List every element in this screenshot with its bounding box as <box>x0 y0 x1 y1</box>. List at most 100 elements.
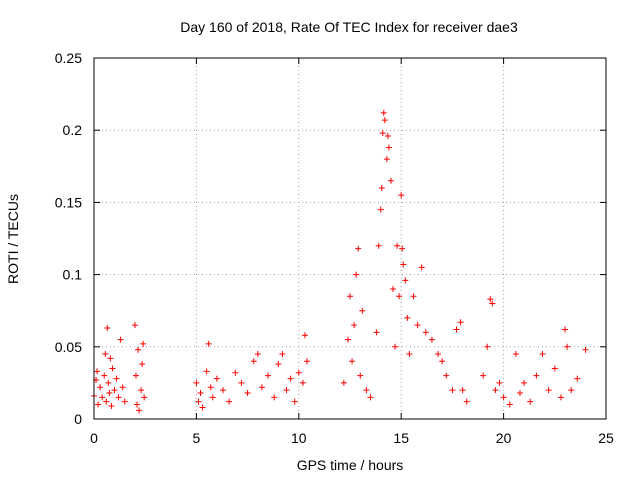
data-point <box>213 375 220 382</box>
data-points <box>91 109 589 414</box>
data-point <box>254 351 261 358</box>
data-point <box>340 379 347 386</box>
data-point <box>141 394 148 401</box>
y-tick-label: 0.2 <box>63 122 83 138</box>
data-point <box>400 261 407 268</box>
data-point <box>422 329 429 336</box>
data-point <box>512 351 519 358</box>
data-point <box>394 242 401 249</box>
data-point <box>557 394 564 401</box>
data-point <box>355 245 362 252</box>
data-point <box>131 322 138 329</box>
data-point <box>232 369 239 376</box>
data-point <box>521 379 528 386</box>
data-point <box>132 372 139 379</box>
data-point <box>414 322 421 329</box>
data-point <box>480 372 487 379</box>
data-point <box>353 271 360 278</box>
data-point <box>238 379 245 386</box>
data-point <box>435 351 442 358</box>
data-point <box>443 372 450 379</box>
data-point <box>197 390 204 397</box>
data-point <box>568 387 575 394</box>
x-tick-label: 15 <box>393 430 409 446</box>
data-point <box>439 358 446 365</box>
data-point <box>138 387 145 394</box>
data-point <box>463 398 470 405</box>
data-point <box>117 336 124 343</box>
data-point <box>95 401 102 408</box>
data-point <box>139 361 146 368</box>
data-point <box>453 326 460 333</box>
data-point <box>516 390 523 397</box>
data-point <box>265 372 272 379</box>
data-point <box>379 130 386 137</box>
data-point <box>500 394 507 401</box>
data-point <box>387 177 394 184</box>
data-point <box>399 245 406 252</box>
data-point <box>209 394 216 401</box>
data-point <box>299 379 306 386</box>
data-point <box>205 340 212 347</box>
data-point <box>428 336 435 343</box>
data-point <box>121 398 128 405</box>
data-point <box>402 277 409 284</box>
data-point <box>377 206 384 213</box>
data-point <box>287 375 294 382</box>
data-point <box>359 307 366 314</box>
x-tick-label: 10 <box>291 430 307 446</box>
data-point <box>104 325 111 332</box>
data-point <box>244 390 251 397</box>
chart-title: Day 160 of 2018, Rate Of TEC Index for r… <box>180 19 518 35</box>
data-point <box>551 365 558 372</box>
data-point <box>562 326 569 333</box>
data-point <box>398 192 405 199</box>
data-point <box>373 329 380 336</box>
data-point <box>220 387 227 394</box>
y-tick-label: 0.25 <box>55 50 82 66</box>
data-point <box>203 368 210 375</box>
data-point <box>410 293 417 300</box>
axis-ticks: 0 5 10 15 20 25 0 0.05 0.1 0.15 0.2 0.25 <box>55 50 614 446</box>
data-point <box>381 117 388 124</box>
x-tick-label: 0 <box>90 430 98 446</box>
data-point <box>564 343 571 350</box>
data-point <box>94 368 101 375</box>
data-point <box>134 401 141 408</box>
data-point <box>303 358 310 365</box>
data-point <box>375 242 382 249</box>
data-point <box>119 384 126 391</box>
data-point <box>344 336 351 343</box>
data-point <box>484 343 491 350</box>
data-point <box>406 351 413 358</box>
data-point <box>459 387 466 394</box>
data-point <box>380 109 387 116</box>
y-axis-label: ROTI / TECUs <box>5 194 21 284</box>
y-tick-label: 0 <box>74 411 82 427</box>
data-point <box>383 156 390 163</box>
data-point <box>250 358 257 365</box>
data-point <box>363 387 370 394</box>
data-point <box>574 375 581 382</box>
data-point <box>258 384 265 391</box>
data-point <box>539 351 546 358</box>
data-point <box>99 394 106 401</box>
data-point <box>492 387 499 394</box>
data-point <box>384 132 391 139</box>
data-point <box>449 387 456 394</box>
data-point <box>351 322 358 329</box>
data-point <box>113 375 120 382</box>
data-point <box>349 358 356 365</box>
data-point <box>271 394 278 401</box>
data-point <box>496 379 503 386</box>
data-point <box>105 379 112 386</box>
data-point <box>545 387 552 394</box>
x-tick-label: 20 <box>496 430 512 446</box>
data-point <box>506 401 513 408</box>
x-axis-label: GPS time / hours <box>297 457 404 473</box>
data-point <box>378 184 385 191</box>
data-point <box>108 403 115 410</box>
data-point <box>390 286 397 293</box>
data-point <box>135 346 142 353</box>
